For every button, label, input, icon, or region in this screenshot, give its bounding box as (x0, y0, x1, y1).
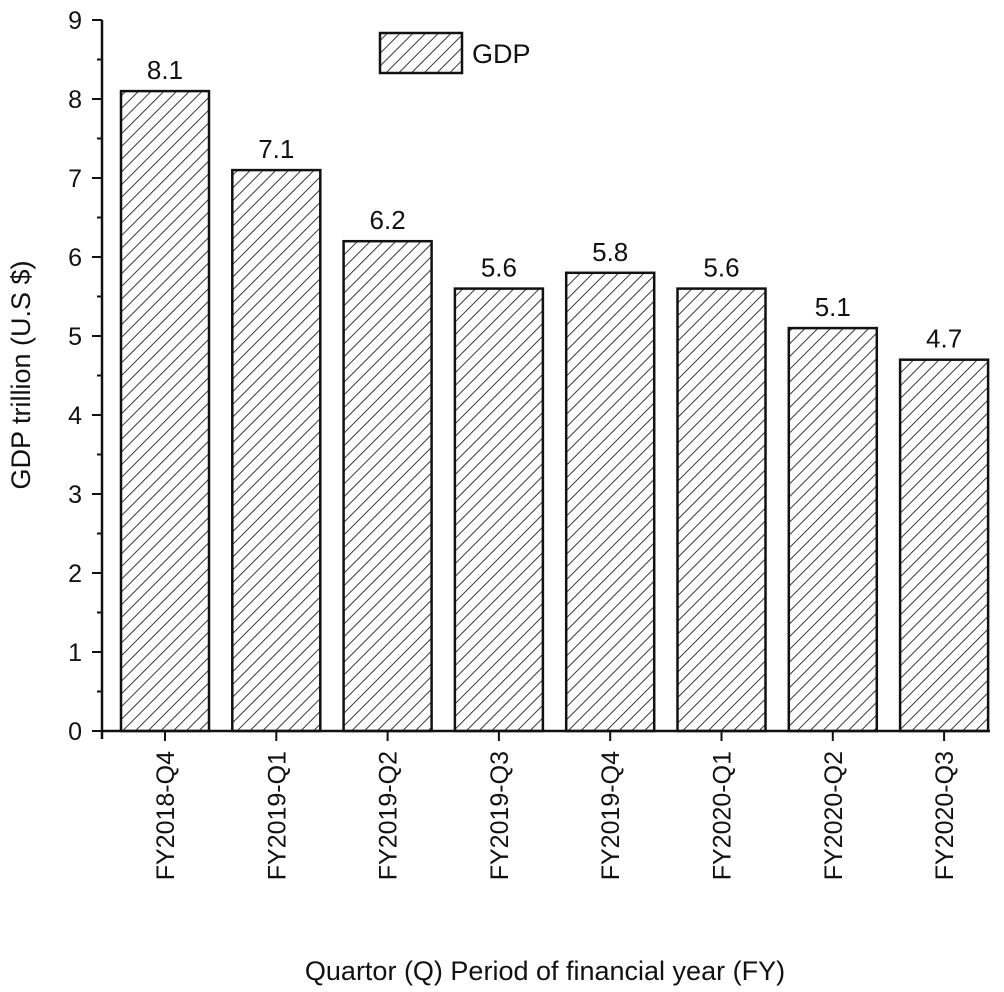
x-tick-label-fy2019-q4: FY2019-Q4 (597, 751, 625, 880)
bar-fy2020-q2 (787, 326, 879, 733)
x-axis-tick-labels: FY2018-Q4 FY2019-Q1 FY2019-Q2 FY2019-Q3 FY20… (152, 731, 959, 880)
y-tick-label-0: 0 (68, 718, 82, 746)
y-tick-label-7: 7 (68, 165, 82, 193)
bar-fy2019-q1 (231, 168, 322, 733)
legend-swatch (378, 31, 464, 75)
bar-fy2020-q3 (898, 358, 990, 733)
data-label-fy2019-q4: 5.8 (592, 237, 628, 267)
data-label-fy2020-q2: 5.1 (815, 292, 851, 322)
y-tick-label-8: 8 (68, 86, 82, 114)
y-tick-label-4: 4 (68, 402, 82, 430)
y-tick-label-6: 6 (68, 244, 82, 272)
x-tick-label-fy2020-q2: FY2020-Q2 (820, 751, 848, 880)
y-tick-label-2: 2 (68, 560, 82, 588)
bar-fy2020-q1 (676, 287, 767, 733)
bar-fy2019-q4 (564, 271, 656, 733)
y-tick-label-3: 3 (68, 481, 82, 509)
x-tick-label-fy2019-q3: FY2019-Q3 (486, 751, 514, 880)
bar-fy2018-q4 (119, 89, 211, 733)
data-label-fy2019-q1: 7.1 (258, 134, 294, 164)
x-tick-label-fy2018-q4: FY2018-Q4 (152, 751, 180, 880)
y-tick-label-9: 9 (68, 7, 82, 35)
bar-fy2019-q2 (342, 239, 433, 733)
data-label-fy2019-q3: 5.6 (481, 253, 517, 283)
legend: GDP (378, 31, 531, 75)
bar-fy2019-q3 (453, 287, 545, 733)
x-tick-label-fy2020-q1: FY2020-Q1 (709, 751, 737, 880)
x-axis-title: Quartor (Q) Period of financial year (FY… (305, 956, 785, 986)
data-label-fy2020-q1: 5.6 (703, 253, 739, 283)
x-tick-label-fy2020-q3: FY2020-Q3 (931, 751, 959, 880)
x-tick-label-fy2019-q2: FY2019-Q2 (375, 751, 403, 880)
data-label-fy2019-q2: 6.2 (370, 205, 406, 235)
data-labels-group: 8.1 7.1 6.2 5.6 5.8 5.6 5.1 4.7 (147, 55, 962, 354)
legend-label-gdp: GDP (472, 39, 531, 69)
bars-group (119, 89, 990, 733)
data-label-fy2018-q4: 8.1 (147, 55, 183, 85)
x-tick-label-fy2019-q1: FY2019-Q1 (263, 751, 291, 880)
y-tick-label-1: 1 (68, 639, 82, 667)
y-tick-label-5: 5 (68, 323, 82, 351)
y-axis-title: GDP trillion (U.S $) (6, 260, 36, 489)
data-label-fy2020-q3: 4.7 (926, 324, 962, 354)
y-axis-ticks: 0 1 2 3 4 5 6 7 8 9 (68, 7, 102, 746)
